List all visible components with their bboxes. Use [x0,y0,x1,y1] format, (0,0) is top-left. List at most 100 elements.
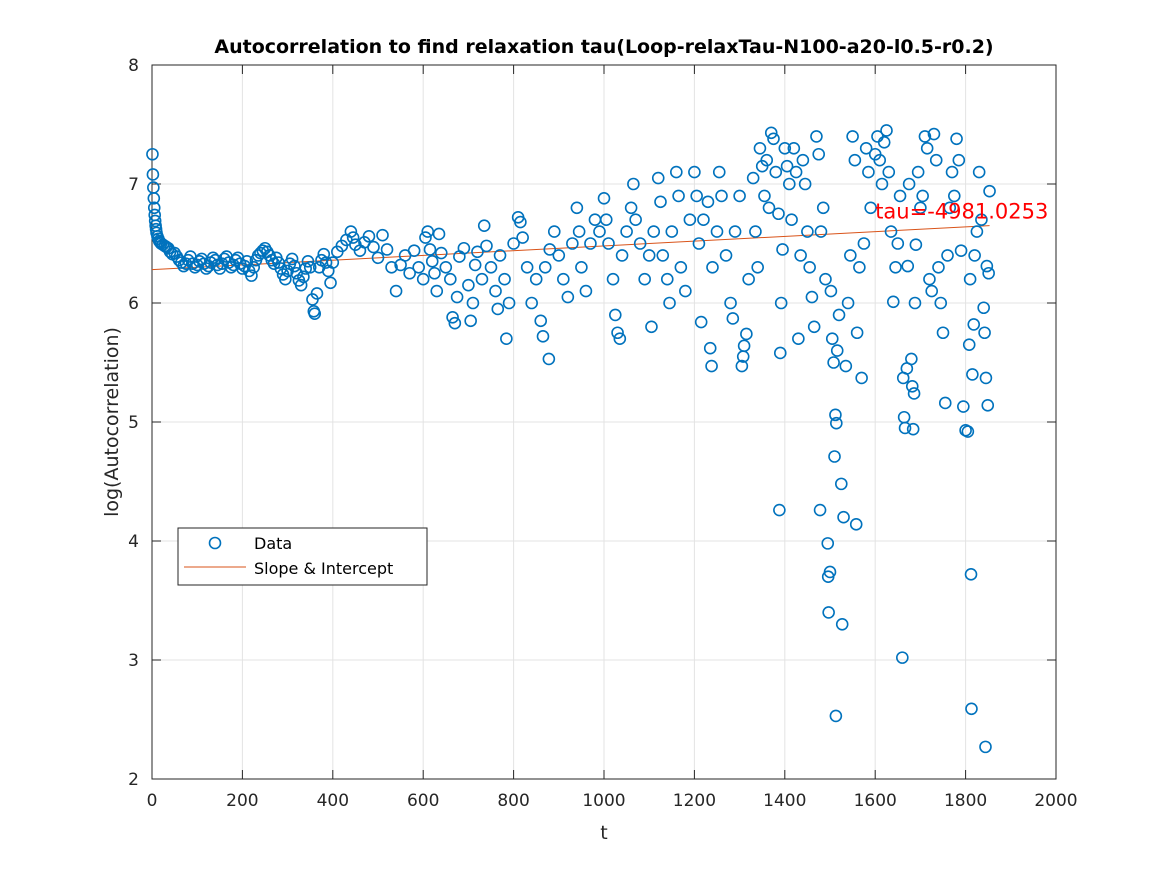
data-point [740,327,753,341]
data-point [805,290,819,304]
legend-data-marker-icon [208,536,222,550]
data-point [310,287,324,300]
data-point [889,260,902,274]
data-point [983,184,996,198]
data-point [848,153,862,167]
data-point [489,284,502,298]
data-point [434,246,448,260]
data-point [346,231,360,244]
data-point [862,165,875,179]
data-point [828,450,841,463]
data-point [148,214,162,228]
data-point [760,153,774,167]
data-point [500,332,513,346]
data-point [620,225,633,238]
data-point [570,201,584,215]
data-point [835,617,849,631]
data-point [362,230,376,243]
data-point [882,165,896,179]
data-point [475,272,489,286]
data-point [464,314,477,328]
data-point [344,225,358,238]
data-point [952,153,966,167]
data-point [850,326,864,340]
data-point [439,260,453,274]
data-point [303,260,317,274]
fit-line [151,225,990,271]
data-point [773,346,787,360]
data-point [423,243,437,256]
data-point [674,260,688,274]
data-point [769,165,783,179]
chart-title: Autocorrelation to find relaxation tau(L… [214,36,993,58]
data-point [679,284,692,298]
fit-line-series [151,225,990,271]
data-point [448,316,462,330]
data-point [724,296,737,310]
data-point [575,260,588,274]
x-tick-label: 1800 [944,791,987,811]
data-point [841,296,855,310]
y-tick-label: 7 [128,175,139,195]
data-point [514,215,527,229]
data-point [624,201,638,215]
data-point [830,344,844,357]
data-point [893,189,907,203]
data-point [520,260,534,274]
data-point [317,247,331,261]
data-point [824,284,838,298]
data-point [561,290,575,304]
data-point [810,130,823,143]
data-point [735,359,749,373]
data-point [844,249,857,262]
data-point [957,400,970,413]
data-point [834,477,848,491]
data-point [785,213,798,226]
x-axis-label: t [600,822,607,844]
data-point [692,237,706,250]
legend-box [177,527,428,586]
data-point [484,260,498,274]
data-point [566,237,579,250]
data-point [279,272,292,286]
x-tick-label: 1400 [763,791,806,811]
data-point [967,318,981,331]
data-point [593,225,606,238]
data-point [538,260,552,274]
data-point [905,379,919,393]
x-tick-label: 200 [226,791,258,811]
y-tick-label: 6 [128,294,139,314]
data-point [901,259,915,273]
data-point [147,191,161,205]
data-point [945,165,959,179]
data-point [873,153,887,167]
data-point [516,231,529,244]
data-point [846,130,859,143]
data-point [936,326,950,340]
data-point [964,568,978,581]
data-point [444,272,457,286]
data-point [896,651,909,664]
data-point [764,126,778,140]
data-point [746,171,760,185]
data-point [839,359,853,373]
data-point [651,171,665,185]
data-point [613,332,627,346]
data-point [941,249,954,262]
data-point [803,260,816,274]
data-point [450,290,464,304]
data-point [796,153,810,167]
data-point [432,227,446,241]
data-point [477,219,491,232]
data-point [819,272,832,286]
data-point [970,225,984,238]
data-point [753,142,767,155]
data-point [975,213,988,226]
data-point [927,127,941,141]
data-point [849,518,863,531]
data-point [688,165,701,179]
data-point [979,371,993,385]
data-point [938,396,952,410]
data-point [660,272,674,286]
data-point [493,249,507,262]
